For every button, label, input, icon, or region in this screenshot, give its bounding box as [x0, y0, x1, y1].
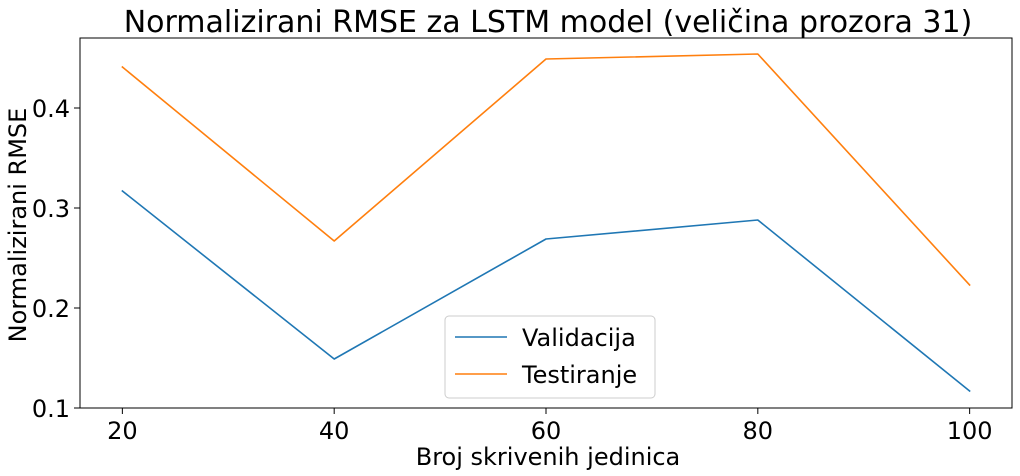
x-tick-label: 60: [531, 417, 562, 445]
legend-label-testiranje: Testiranje: [521, 361, 637, 389]
chart-title: Normalizirani RMSE za LSTM model (veliči…: [124, 5, 973, 40]
y-tick-label: 0.2: [32, 295, 70, 323]
y-axis: 0.1 0.2 0.3 0.4: [32, 95, 80, 423]
x-tick-label: 20: [107, 417, 138, 445]
y-tick-label: 0.4: [32, 95, 70, 123]
series-line-testiranje: [121, 53, 971, 287]
series-layer: [121, 53, 971, 393]
legend: Validacija Testiranje: [444, 315, 656, 399]
x-axis-label: Broj skrivenih jedinica: [416, 443, 681, 471]
series-line-validacija: [121, 189, 971, 393]
legend-label-validacija: Validacija: [522, 324, 636, 352]
x-tick-label: 40: [319, 417, 350, 445]
y-axis-label: Normalizirani RMSE: [4, 108, 32, 343]
x-tick-label: 80: [743, 417, 774, 445]
x-axis: 20 40 60 80 100: [107, 408, 993, 445]
x-tick-label: 100: [947, 417, 993, 445]
y-tick-label: 0.1: [32, 395, 70, 423]
y-tick-label: 0.3: [32, 195, 70, 223]
